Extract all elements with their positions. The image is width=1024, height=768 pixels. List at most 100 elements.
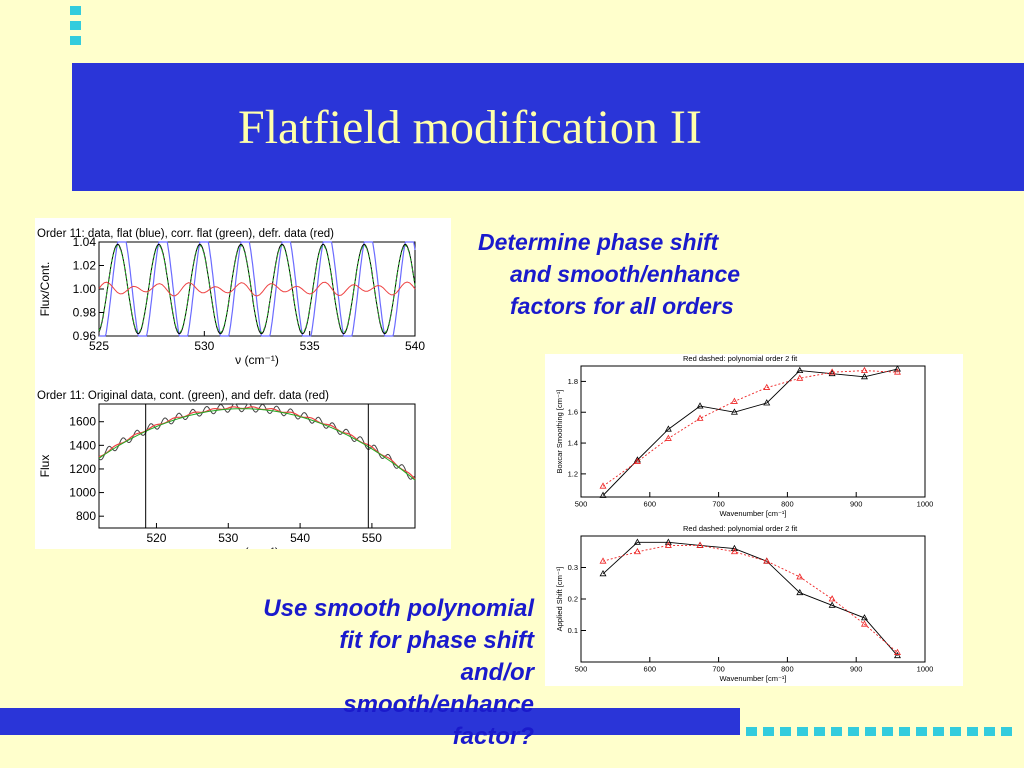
y-tick-label: 1.2 bbox=[568, 469, 578, 478]
text-bottom-line-2: fit for phase shift bbox=[339, 627, 534, 654]
text-bottom-line-3: and/or bbox=[460, 659, 534, 686]
x-tick-label: 500 bbox=[575, 665, 588, 674]
fit-point bbox=[633, 457, 641, 464]
y-axis-label: Flux bbox=[38, 455, 52, 478]
x-tick-label: 900 bbox=[850, 665, 863, 674]
fit-point bbox=[599, 482, 607, 489]
fit-plots: Red dashed: polynomial order 2 fit 500 600… bbox=[555, 354, 934, 683]
measured-point bbox=[599, 491, 607, 498]
fit-series-line bbox=[602, 544, 898, 653]
fit-point bbox=[599, 557, 607, 564]
y-tick-label: 1.00 bbox=[73, 282, 97, 296]
fit-point bbox=[828, 595, 836, 602]
y-tick-label: 1.02 bbox=[73, 259, 97, 273]
defr-data-red-line bbox=[98, 406, 416, 480]
y-tick-label: 1.4 bbox=[568, 439, 578, 448]
plot-frame bbox=[580, 535, 926, 663]
text-top-line-3: factors for all orders bbox=[510, 293, 734, 319]
x-tick-label: 530 bbox=[218, 531, 238, 545]
fit-point bbox=[860, 620, 868, 627]
flat-blue-line bbox=[99, 241, 416, 337]
original-data-line bbox=[98, 403, 416, 480]
measured-point bbox=[893, 365, 901, 372]
text-bottom-line-4: smooth/enhance bbox=[343, 691, 534, 718]
measured-series-line bbox=[602, 541, 898, 656]
x-tick-label: 535 bbox=[300, 339, 320, 353]
y-axis-label: Boxcar Smoothing [cm⁻¹] bbox=[555, 390, 564, 474]
measured-point bbox=[860, 614, 868, 621]
chart-title: Order 11: Original data, cont. (green), … bbox=[37, 390, 329, 402]
y-tick-label: 0.96 bbox=[73, 329, 97, 343]
measured-point bbox=[696, 402, 704, 409]
measured-point bbox=[664, 425, 672, 432]
text-top: Determine phase shift and smooth/enhance… bbox=[478, 226, 808, 322]
chart-title: Order 11: data, flat (blue), corr. flat … bbox=[37, 228, 334, 240]
corr-flat-green-line bbox=[98, 245, 416, 333]
text-bottom-line-5: factor? bbox=[452, 723, 534, 750]
continuum-green-line bbox=[98, 408, 416, 481]
x-axis-label: Wavenumber [cm⁻¹] bbox=[719, 509, 786, 518]
x-tick-label: 500 bbox=[575, 500, 588, 509]
x-tick-label: 1000 bbox=[917, 665, 934, 674]
y-tick-label: 1.8 bbox=[568, 377, 578, 386]
fit-point bbox=[633, 547, 641, 555]
x-tick-label: 540 bbox=[405, 339, 425, 353]
y-tick-label: 1.6 bbox=[568, 408, 578, 417]
fit-point bbox=[730, 397, 738, 404]
y-tick-label: 0.1 bbox=[568, 626, 578, 635]
bottom-bar bbox=[0, 708, 740, 735]
decorative-dots-bottom bbox=[746, 727, 1012, 736]
text-top-line-1: Determine phase shift bbox=[478, 229, 719, 255]
y-tick-label: 0.98 bbox=[73, 306, 97, 320]
y-tick-label: 1000 bbox=[69, 486, 96, 500]
measured-point bbox=[763, 399, 771, 406]
x-axis-label: Wavenumber [cm⁻¹] bbox=[719, 674, 786, 683]
measured-point bbox=[633, 538, 641, 545]
fit-point bbox=[828, 368, 836, 375]
measured-point bbox=[796, 366, 804, 374]
x-tick-label: 600 bbox=[644, 500, 657, 509]
x-tick-label: 525 bbox=[89, 339, 109, 353]
fit-series-line bbox=[602, 370, 898, 487]
measured-point bbox=[893, 651, 901, 659]
plot-frame bbox=[580, 365, 926, 498]
x-axis-label: ν (cm⁻¹) bbox=[235, 545, 279, 549]
fit-point bbox=[763, 557, 771, 564]
text-bottom: Use smooth polynomial fit for phase shif… bbox=[200, 593, 534, 753]
chart-title: Red dashed: polynomial order 2 fit bbox=[683, 524, 798, 533]
measured-point bbox=[828, 369, 836, 377]
x-tick-label: 540 bbox=[290, 531, 310, 545]
data-black-line bbox=[98, 243, 416, 335]
measured-point bbox=[796, 588, 804, 596]
measured-point bbox=[730, 544, 738, 552]
fit-point bbox=[893, 368, 901, 375]
x-tick-label: 700 bbox=[712, 665, 725, 674]
x-tick-label: 600 bbox=[644, 665, 657, 674]
x-axis-label: ν (cm⁻¹) bbox=[235, 353, 279, 367]
defr-red-line bbox=[98, 281, 416, 297]
y-tick-label: 1400 bbox=[69, 438, 96, 452]
text-top-line-2: and smooth/enhance bbox=[510, 261, 741, 287]
x-tick-label: 700 bbox=[712, 500, 725, 509]
x-tick-label: 550 bbox=[362, 531, 382, 545]
fit-point bbox=[696, 414, 704, 421]
chart-title: Red dashed: polynomial order 2 fit bbox=[683, 354, 798, 363]
measured-series-line bbox=[602, 368, 898, 496]
fit-point bbox=[696, 541, 704, 548]
fit-point bbox=[763, 383, 771, 390]
decorative-dots-top bbox=[70, 6, 82, 51]
fit-point bbox=[893, 648, 901, 655]
left-figure-panel: Order 11: data, flat (blue), corr. flat … bbox=[35, 218, 451, 559]
fit-point bbox=[664, 541, 672, 548]
measured-point bbox=[599, 569, 607, 577]
plot-frame bbox=[98, 403, 416, 529]
fit-point bbox=[730, 547, 738, 555]
fit-point bbox=[664, 434, 672, 441]
y-axis-label: Flux/Cont. bbox=[38, 262, 52, 317]
fit-point bbox=[860, 366, 868, 374]
x-tick-label: 900 bbox=[850, 500, 863, 509]
y-axis-label: Applied Shift [cm⁻¹] bbox=[555, 567, 564, 632]
text-bottom-line-1: Use smooth polynomial bbox=[263, 595, 534, 622]
measured-point bbox=[664, 538, 672, 545]
right-figure-panel: Red dashed: polynomial order 2 fit 500 600… bbox=[545, 354, 963, 686]
